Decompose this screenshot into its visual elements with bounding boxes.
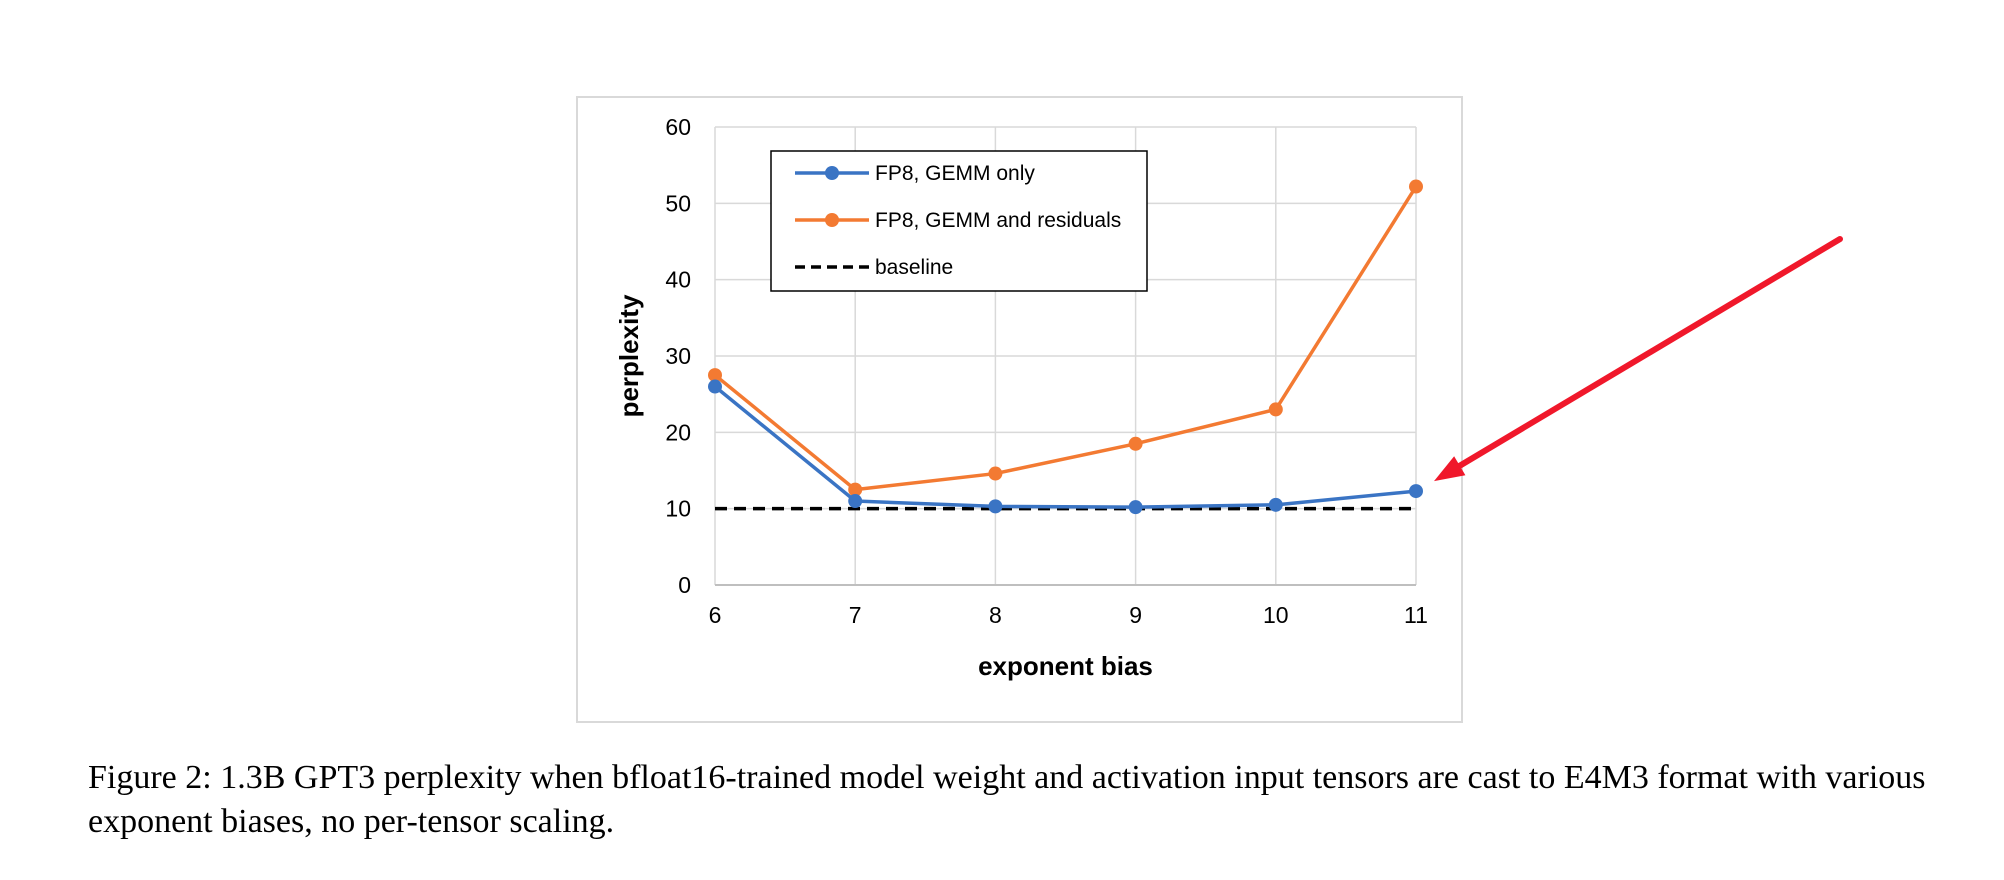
y-tick-label: 60 [665,114,691,140]
x-tick-label: 7 [849,602,862,628]
y-tick-label: 30 [665,343,691,369]
legend: FP8, GEMM only FP8, GEMM and residuals bas… [770,150,1148,292]
y-axis-title: perplexity [614,294,644,417]
data-point [848,482,863,497]
y-tick-label: 20 [665,419,691,445]
y-tick-label: 50 [665,190,691,216]
data-point [1409,484,1423,499]
y-tick-label: 0 [678,572,691,598]
annotation-arrow-head [1434,456,1466,482]
data-point [1268,497,1283,512]
annotation-arrow-shaft [1456,236,1843,469]
axes: 0 10 20 30 40 50 60 6 7 8 9 10 11 [665,114,1428,628]
x-tick-label: 11 [1404,602,1428,628]
data-point [988,499,1003,514]
data-point [1409,179,1423,194]
data-point [1128,436,1143,451]
legend-marker [825,213,839,227]
data-point [1268,402,1283,417]
data-point [988,466,1003,481]
x-tick-label: 9 [1129,602,1142,628]
legend-label: baseline [875,256,953,279]
x-tick-label: 6 [709,602,722,628]
figure-caption: Figure 2: 1.3B GPT3 perplexity when bflo… [88,759,1926,840]
legend-label: FP8, GEMM only [875,162,1035,185]
y-tick-label: 40 [665,267,691,293]
data-point [708,379,722,394]
x-tick-label: 8 [989,602,1002,628]
legend-label: FP8, GEMM and residuals [875,209,1121,232]
annotation-layer [1434,236,1843,482]
series-line-0 [713,385,1417,509]
legend-marker [825,166,839,180]
data-point [1128,500,1143,515]
data-point [848,494,863,509]
series-line-1 [713,185,1418,492]
x-axis-title: exponent bias [978,651,1153,681]
y-tick-label: 10 [665,496,691,522]
series-layer [708,179,1423,515]
data-point [708,368,722,383]
x-tick-label: 10 [1263,602,1289,628]
